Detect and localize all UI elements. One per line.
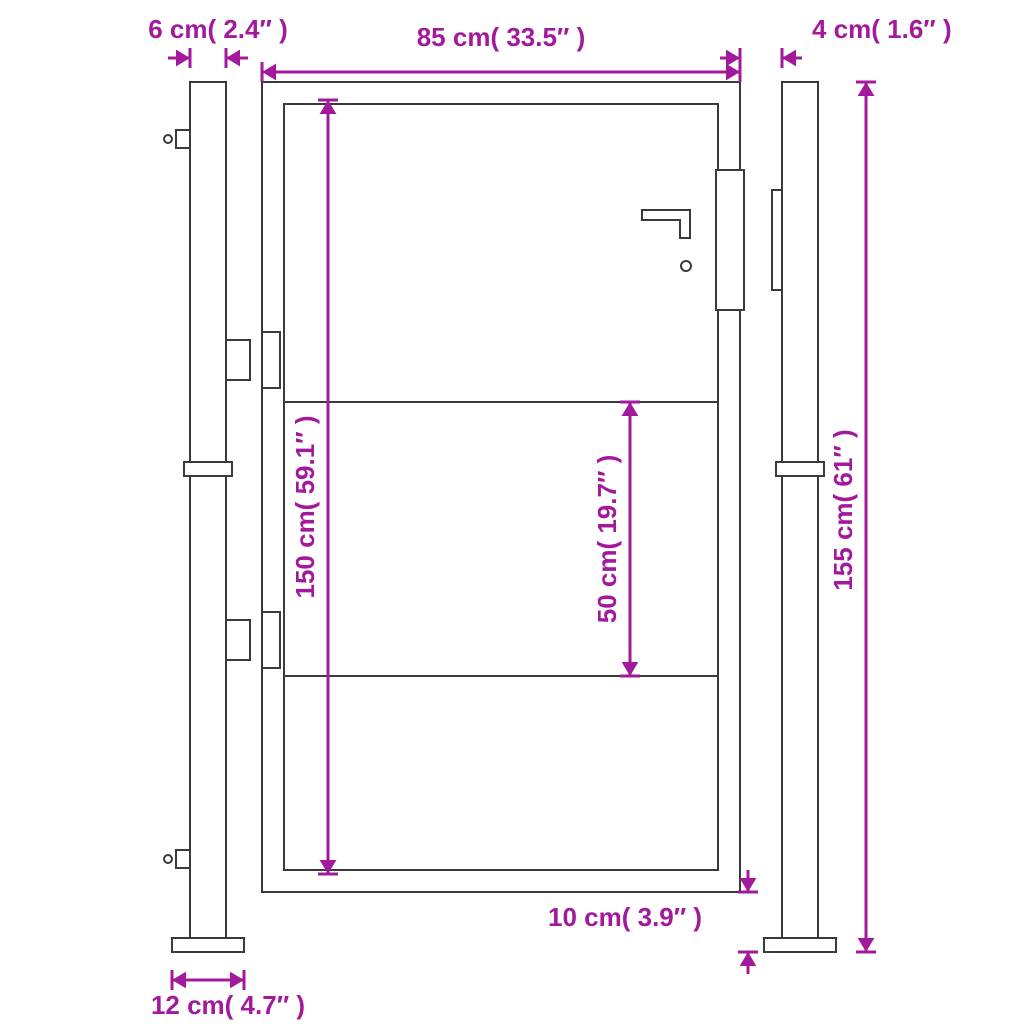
dim-base-width: 12 cm( 4.7″ ) <box>151 990 305 1020</box>
dim-ground-clearance: 10 cm( 3.9″ ) <box>548 902 702 932</box>
dim-total-height: 155 cm( 61″ ) <box>828 429 858 590</box>
gate-dimension-diagram: 6 cm( 2.4″ ) 85 cm( 33.5″ ) 4 cm( 1.6″ ) 15… <box>0 0 1024 1024</box>
dim-gate-height: 150 cm( 59.1″ ) <box>290 415 320 598</box>
dim-post-top-width: 6 cm( 2.4″ ) <box>148 14 288 44</box>
dim-gap-width: 4 cm( 1.6″ ) <box>812 14 952 44</box>
dim-gate-width: 85 cm( 33.5″ ) <box>417 22 586 52</box>
dim-panel-height: 50 cm( 19.7″ ) <box>592 455 622 624</box>
